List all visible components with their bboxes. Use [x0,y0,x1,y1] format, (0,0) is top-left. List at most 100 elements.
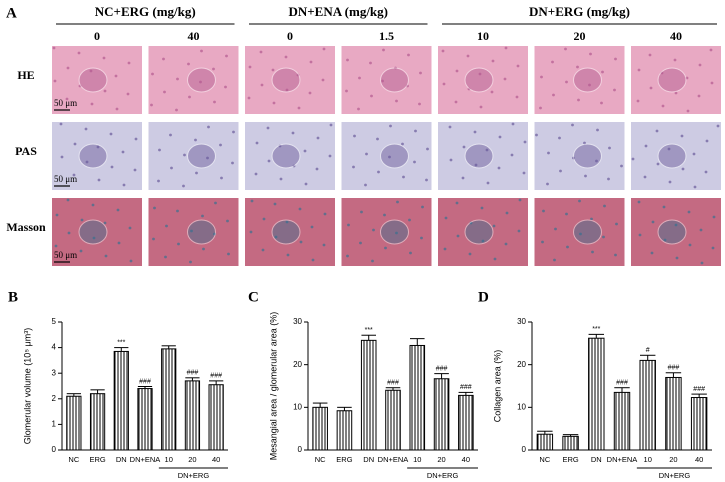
cell-dot [419,71,422,75]
dose-label: 20 [574,29,586,43]
cell-dot [441,49,445,53]
cell-dot [709,48,713,52]
x-tick-label: 20 [188,455,196,464]
cell-dot [225,54,228,58]
cell-dot [601,70,604,74]
cell-dot [700,261,704,265]
cell-dot [104,254,108,258]
cell-dot [455,69,459,73]
cell-dot [565,212,568,216]
cell-dot [467,87,471,91]
cell-dot [262,217,266,221]
cell-dot [454,100,458,104]
micrograph [52,198,142,266]
cell-dot [297,106,301,110]
micrograph [245,198,335,266]
significance-marker: ### [139,378,151,385]
x-tick-label: 10 [413,455,421,464]
cell-dot [523,140,527,144]
cell-dot [456,234,460,238]
bar [409,344,426,451]
cell-dot [503,77,507,81]
glomerulus [573,143,602,169]
group-label: DN+ERG [427,471,459,480]
cell-dot [381,79,384,83]
cell-dot [55,213,59,217]
cell-dot [466,54,470,58]
cell-dot [248,65,252,69]
cell-dot [170,166,173,170]
cell-dot [515,95,519,99]
cell-dot [675,256,679,260]
micrograph [148,122,239,190]
cell-dot [266,126,270,130]
cell-dot [395,231,398,235]
bar [336,410,353,451]
micrograph [52,122,142,190]
cell-dot [158,148,161,152]
cell-dot [286,253,290,257]
cell-dot [202,247,205,251]
cell-dot [285,88,289,92]
cell-dot [109,132,113,136]
cell-dot [479,105,483,109]
cell-dot [595,159,598,163]
row-label: Masson [6,220,46,234]
cell-dot [190,229,193,233]
cell-dot [504,46,508,50]
micrograph [341,46,432,114]
y-axis-label: Mesangial area / glomerular area (%) [268,312,278,461]
cell-dot [126,92,130,96]
cell-dot [698,63,702,67]
cell-dot [673,58,677,62]
cell-dot [199,80,202,84]
cell-dot [491,59,495,63]
micrograph [438,198,528,266]
cell-dot [247,96,251,100]
cell-dot [497,166,501,170]
cell-dot [187,62,190,66]
panel-label: A [6,5,17,21]
cell-dot [553,258,556,262]
group-header: NC+ERG (mg/kg) [95,4,196,19]
glomerulus [187,67,216,93]
x-tick-label: NC [68,455,79,464]
cell-dot [584,174,587,178]
cell-dot [425,178,428,182]
cell-dot [644,144,648,148]
cell-dot [200,49,203,53]
cell-dot [377,170,380,174]
significance-marker: ### [187,370,199,377]
cell-dot [189,260,192,264]
cell-dot [357,107,360,111]
cell-dot [480,206,484,210]
cell-dot [304,182,308,186]
cell-dot [292,164,296,168]
cell-dot [296,73,300,77]
cell-dot [518,198,522,202]
cell-dot [510,153,514,157]
cell-dot [614,57,617,61]
y-tick-label: 30 [293,317,302,326]
cell-dot [177,242,180,246]
significance-marker: *** [592,326,600,333]
cell-dot [661,104,665,108]
significance-marker: # [646,347,650,354]
cell-dot [66,66,70,70]
bar [588,337,605,451]
cell-dot [468,252,472,256]
significance-marker: ### [210,373,222,380]
bar [161,348,177,451]
glomerulus [78,67,108,93]
significance-marker: ### [460,384,472,391]
cell-dot [65,97,69,101]
y-tick-label: 0 [52,445,57,454]
cell-dot [608,146,611,150]
x-tick-label: DN+ENA [607,455,638,464]
significance-marker: *** [117,339,125,346]
panel-label: B [8,289,18,305]
glomerulus [464,67,494,93]
cell-dot [91,203,95,207]
cell-dot [402,175,405,179]
cell-dot [572,156,575,160]
